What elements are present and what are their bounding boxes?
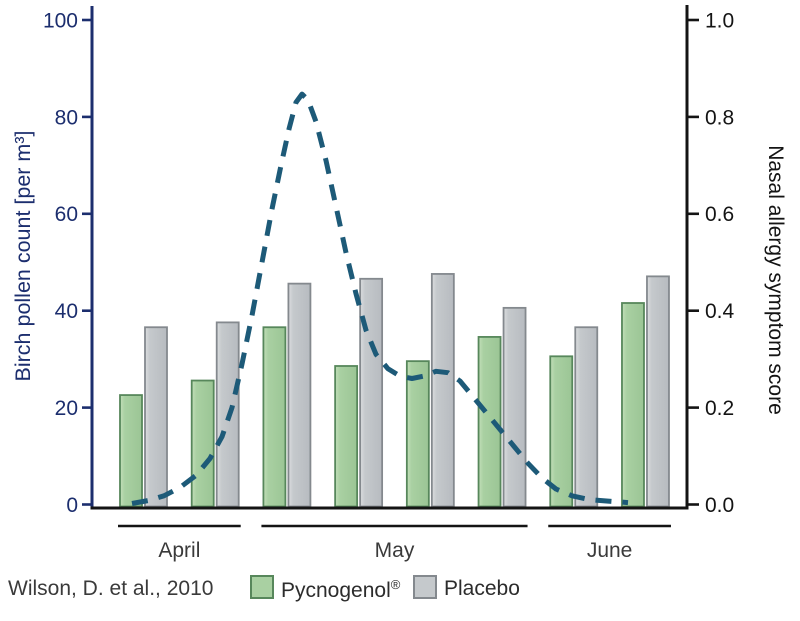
- bar-pycnogenol-5: [477, 336, 502, 508]
- left-axis-tick-label: 80: [55, 106, 78, 129]
- left-axis-tick-label: 100: [43, 9, 78, 32]
- month-label-may: May: [375, 539, 415, 562]
- left-axis-tick-label: 20: [55, 397, 78, 420]
- bar-pycnogenol-0: [119, 394, 143, 508]
- left-axis-tick-label: 0: [66, 494, 78, 517]
- legend-label-placebo: Placebo: [444, 577, 520, 600]
- bar-placebo-4: [430, 273, 455, 508]
- registered-trademark-symbol: ®: [390, 577, 401, 592]
- legend-label-pycnogenol: Pycnogenol®: [281, 577, 401, 602]
- left-axis-tick-label: 60: [55, 203, 78, 226]
- chart-plot-area: 0 20 40 60 80 100 Birch pollen count [per m³] 0…: [11, 5, 787, 562]
- bar-placebo-2: [287, 282, 312, 508]
- right-axis-tick-label: 1.0: [705, 9, 734, 32]
- bar-placebo-6: [574, 326, 599, 508]
- bar-pycnogenol-2: [262, 326, 287, 508]
- bar-pycnogenol-4: [405, 360, 430, 508]
- month-label-june: June: [587, 539, 633, 562]
- right-axis-tick-label: 0.4: [705, 300, 735, 323]
- pollen-count-dashed-line: [131, 91, 629, 506]
- bar-pycnogenol-7: [621, 302, 645, 508]
- bar-pycnogenol-1: [190, 379, 215, 508]
- left-axis-tick-label: 40: [55, 300, 78, 323]
- bar-placebo-3: [359, 277, 384, 508]
- bar-placebo-7: [646, 275, 670, 508]
- bar-placebo-0: [144, 326, 168, 508]
- legend-swatch-pycnogenol: [250, 575, 274, 599]
- bar-placebo-5: [502, 306, 527, 508]
- right-axis-tick-label: 0.0: [705, 494, 734, 517]
- left-axis-title: Birch pollen count [per m³]: [11, 131, 35, 382]
- legend-swatch-placebo: [413, 575, 437, 599]
- month-label-april: April: [158, 539, 200, 562]
- bar-pycnogenol-3: [334, 365, 359, 508]
- source-caption: Wilson, D. et al., 2010: [8, 577, 214, 600]
- right-axis-tick-label: 0.6: [705, 203, 734, 226]
- right-axis-tick-label: 0.2: [705, 397, 734, 420]
- right-axis-title: Nasal allergy symptom score: [764, 145, 787, 415]
- right-axis-tick-label: 0.8: [705, 106, 734, 129]
